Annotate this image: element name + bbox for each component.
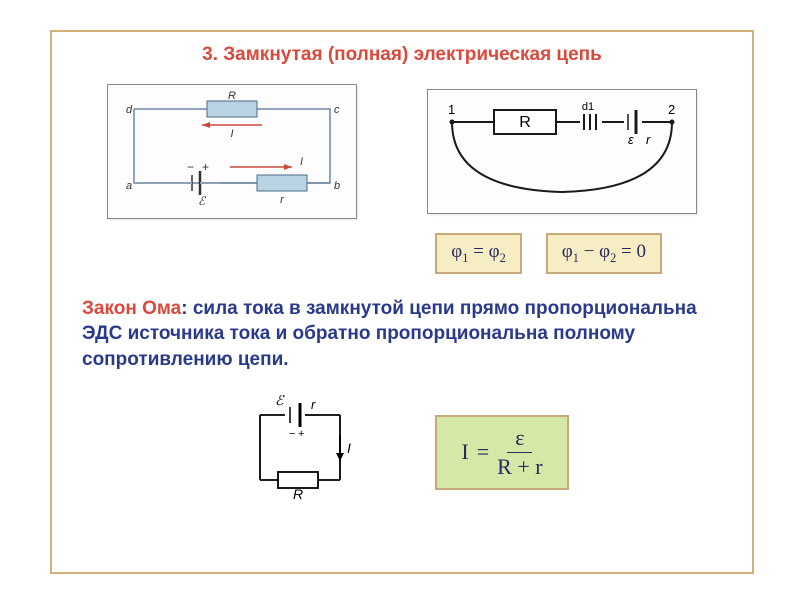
ohm-formula-main: I = ε R + r	[435, 415, 568, 490]
svg-text:1: 1	[448, 102, 455, 117]
formula-numerator: ε	[507, 427, 532, 453]
circuit-3-svg: ℰ r − + I R	[235, 395, 365, 505]
formula-phi-diff: φ1 − φ2 = 0	[546, 233, 662, 274]
svg-text:−: −	[187, 160, 194, 174]
svg-text:d1: d1	[582, 101, 594, 113]
svg-text:I: I	[347, 440, 351, 456]
circuit-diagram-1: R I d c a b − + ℰ	[107, 84, 357, 219]
circuit-diagram-2: 1 2 R d1 ε r	[427, 89, 697, 214]
ohm-law-text: Закон Ома: сила тока в замкнутой цепи пр…	[82, 296, 722, 373]
formula-eq: =	[477, 439, 489, 465]
circuit-diagram-3: ℰ r − + I R	[235, 395, 365, 510]
svg-text:I: I	[300, 156, 303, 168]
svg-text:ℰ: ℰ	[198, 194, 207, 208]
svg-text:2: 2	[668, 102, 675, 117]
slide-title: 3. Замкнутая (полная) электрическая цепь	[52, 44, 752, 66]
svg-text:−: −	[289, 428, 295, 440]
diagrams-row: R I d c a b − + ℰ	[52, 84, 752, 219]
svg-text:ℰ: ℰ	[275, 395, 285, 408]
formula-denominator: R + r	[497, 453, 542, 478]
svg-text:r: r	[311, 397, 316, 412]
bottom-row: ℰ r − + I R I = ε R + r	[52, 395, 752, 510]
slide-frame: 3. Замкнутая (полная) электрическая цепь…	[50, 30, 754, 574]
svg-text:r: r	[280, 194, 285, 206]
label-R: R	[228, 90, 236, 102]
svg-text:R: R	[293, 486, 303, 502]
label-I-top: I	[230, 128, 233, 140]
svg-text:b: b	[334, 180, 340, 192]
svg-text:a: a	[126, 180, 132, 192]
svg-text:+: +	[202, 160, 209, 174]
svg-text:d: d	[126, 104, 133, 116]
svg-text:ε: ε	[628, 132, 634, 147]
circuit-1-svg: R I d c a b − + ℰ	[112, 89, 352, 209]
circuit-2-svg: 1 2 R d1 ε r	[432, 94, 692, 204]
formula-row: φ1 = φ2 φ1 − φ2 = 0	[52, 233, 752, 274]
formula-phi-eq: φ1 = φ2	[435, 233, 522, 274]
svg-text:+: +	[298, 428, 304, 440]
svg-text:R: R	[519, 114, 531, 131]
formula-I: I	[461, 439, 468, 465]
formula-fraction: ε R + r	[497, 427, 542, 478]
svg-text:r: r	[646, 132, 651, 147]
ohm-law-label: Закон Ома	[82, 298, 181, 319]
svg-text:c: c	[334, 104, 340, 116]
